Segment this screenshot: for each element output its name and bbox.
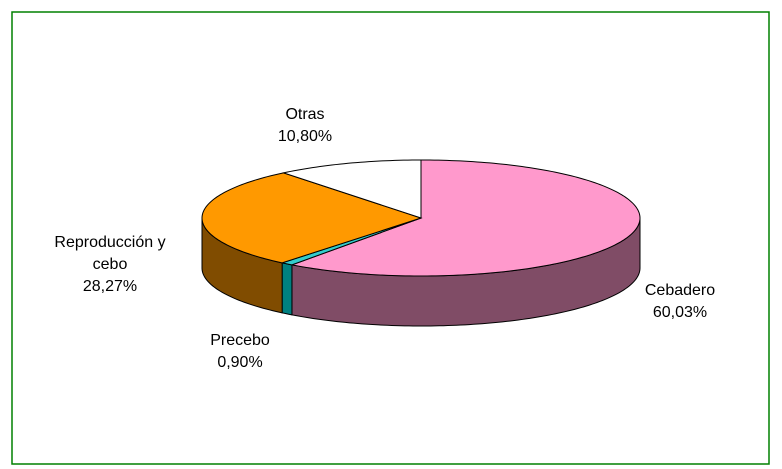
- category-label: Precebo: [210, 332, 270, 349]
- category-label: Cebadero: [644, 282, 716, 299]
- data-label: Otras 10,80%: [245, 104, 365, 148]
- slice-side: [281, 262, 293, 316]
- data-label: Precebo 0,90%: [180, 330, 300, 374]
- data-label: Cebadero 60,03%: [620, 280, 740, 324]
- slice: [201, 172, 423, 264]
- value-label: 10,80%: [277, 128, 333, 145]
- category-label: Otras: [285, 106, 325, 123]
- data-label: Reproducción y cebo 28,27%: [50, 232, 170, 298]
- value-label: 0,90%: [217, 354, 263, 371]
- value-label: 60,03%: [652, 304, 708, 321]
- category-label: Reproducción y cebo: [54, 234, 166, 273]
- slice: [290, 159, 641, 277]
- slice: [281, 159, 422, 219]
- value-label: 28,27%: [82, 278, 138, 295]
